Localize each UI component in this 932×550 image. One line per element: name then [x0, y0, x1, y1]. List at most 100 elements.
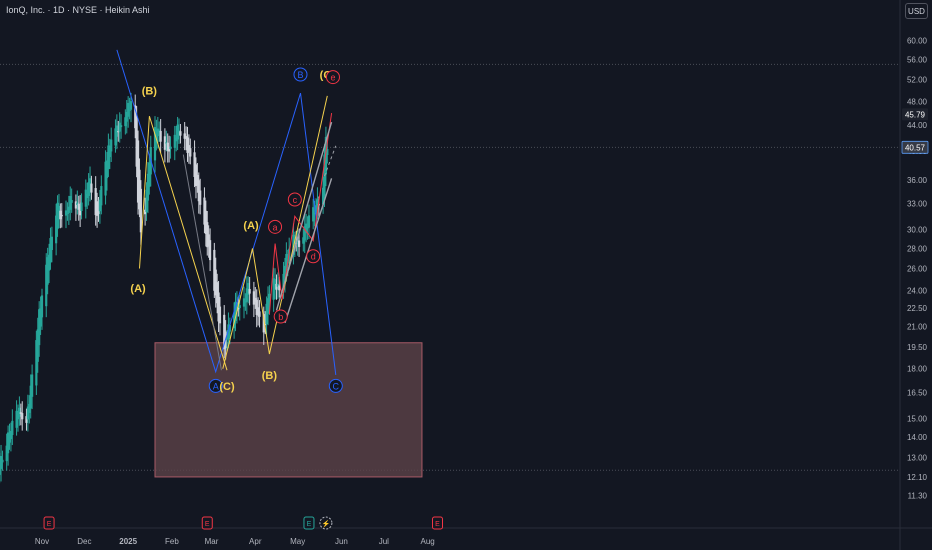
- earnings-marker: [432, 516, 443, 530]
- wave-label: b: [278, 312, 283, 322]
- event-marker-label: E: [307, 521, 312, 528]
- wave-ABC: [116, 49, 337, 375]
- event-marker-label: E: [47, 521, 52, 528]
- channel-line: [324, 145, 337, 177]
- candle-body: [77, 203, 80, 210]
- candle-body: [66, 212, 69, 214]
- candle-body: [217, 292, 220, 322]
- candle-body: [95, 201, 99, 216]
- candle-body: [29, 385, 32, 409]
- earnings-marker: [43, 516, 55, 530]
- wave-label: (C): [219, 381, 235, 393]
- x-tick-label: Jun: [335, 537, 348, 546]
- candle-body: [124, 117, 127, 127]
- candle-body: [70, 200, 73, 203]
- candle-body: [303, 226, 306, 241]
- y-tick-label: 24.00: [907, 286, 928, 295]
- candle-body: [56, 202, 59, 230]
- wave-label: c: [293, 195, 298, 205]
- y-tick-label: 11.30: [908, 492, 928, 501]
- candle-body: [118, 122, 121, 132]
- candle-body: [313, 212, 316, 215]
- candle-body: [64, 210, 68, 216]
- y-tick-label: 48.00: [907, 98, 928, 107]
- candle-body: [297, 240, 301, 247]
- candle-body: [244, 301, 247, 303]
- event-marker-label: E: [205, 521, 210, 528]
- candle-body: [207, 234, 210, 246]
- event-marker: [319, 516, 333, 530]
- wave-label-circle: [293, 67, 308, 82]
- price-label-box: [902, 108, 928, 121]
- event-marker-label: ⚡: [322, 519, 331, 528]
- candle-body: [90, 183, 93, 193]
- y-tick-label: 19.50: [907, 343, 928, 352]
- candle-body: [266, 298, 270, 314]
- candle-body: [18, 407, 21, 417]
- wave-yellow-2: [222, 95, 328, 369]
- candle-body: [264, 323, 267, 326]
- y-tick-label: 56.00: [907, 56, 928, 65]
- candle-body: [199, 190, 202, 205]
- candle-body: [218, 306, 222, 324]
- wave-label: (B): [262, 370, 278, 382]
- x-tick-label: Dec: [77, 537, 91, 546]
- demand-zone: [154, 342, 423, 478]
- candle-body: [305, 223, 308, 234]
- candle-body: [26, 406, 29, 420]
- candle-body: [273, 279, 277, 289]
- candle-body: [179, 131, 182, 136]
- wave-label-circle: [306, 249, 321, 264]
- candle-body: [40, 295, 44, 318]
- wave-label: (A): [243, 220, 259, 232]
- candle-body: [7, 432, 10, 454]
- candle-body: [104, 161, 107, 196]
- candle-body: [159, 130, 162, 142]
- y-tick-label: 21.00: [907, 323, 928, 332]
- candle-body: [110, 139, 113, 152]
- candle-body: [0, 463, 1, 475]
- wave-label: (B): [142, 85, 158, 97]
- candle-body: [302, 237, 305, 244]
- candle-body: [206, 222, 209, 248]
- candle-body: [155, 129, 158, 144]
- candle-body: [276, 283, 279, 287]
- candle-body: [237, 306, 240, 310]
- candle-body: [55, 215, 58, 244]
- candle-body: [129, 101, 133, 110]
- wave-gray-1: [182, 154, 222, 371]
- candle-body: [165, 142, 168, 144]
- candle-body: [15, 410, 18, 428]
- price-label: 40.57: [905, 143, 926, 152]
- candle-body: [138, 169, 141, 210]
- candle-body: [134, 105, 137, 129]
- candle-body: [242, 298, 246, 307]
- candle-body: [186, 137, 189, 153]
- candle-body: [16, 414, 20, 420]
- y-tick-label: 18.00: [907, 365, 928, 374]
- candle-body: [120, 125, 123, 128]
- candle-body: [107, 145, 110, 170]
- candle-body: [145, 189, 148, 212]
- candle-body: [255, 299, 258, 315]
- candle-body: [74, 201, 77, 209]
- x-tick-label: Aug: [420, 537, 434, 546]
- currency-button[interactable]: USD: [905, 3, 928, 19]
- candle-body: [86, 193, 89, 199]
- y-tick-label: 44.00: [907, 121, 928, 130]
- candle-body: [46, 257, 49, 285]
- candle-body: [97, 208, 100, 215]
- candle-body: [69, 195, 72, 210]
- candle-body: [146, 173, 150, 201]
- candle-body: [252, 291, 255, 305]
- candle-body: [214, 269, 217, 296]
- candle-body: [176, 124, 179, 140]
- candle-body: [169, 146, 172, 150]
- candle-body: [257, 307, 260, 316]
- candle-body: [135, 116, 138, 167]
- candle-body: [234, 301, 237, 322]
- candle-body: [223, 314, 226, 350]
- wave-label-circle: [328, 378, 343, 393]
- candle-body: [1, 459, 4, 463]
